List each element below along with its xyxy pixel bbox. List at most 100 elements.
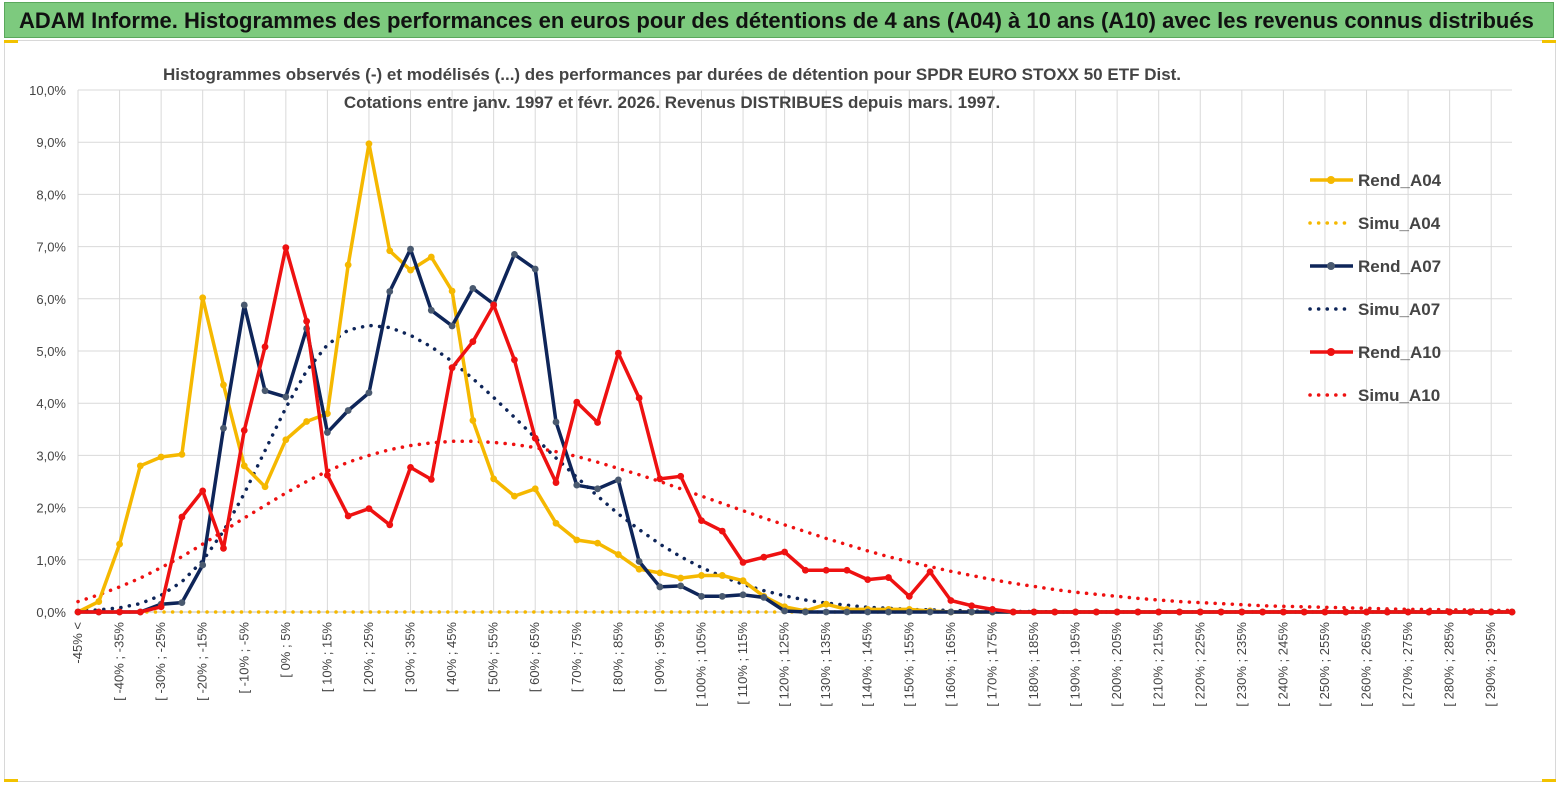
x-tick-label: [ 270% ; 275% bbox=[1400, 622, 1415, 707]
y-tick-label: 4,0% bbox=[36, 396, 66, 411]
x-tick-label: [ 140% ; 145% bbox=[860, 622, 875, 707]
point-rend-a10 bbox=[303, 317, 311, 325]
point-rend-a10 bbox=[1404, 608, 1412, 616]
point-rend-a10 bbox=[469, 338, 477, 346]
point-rend-a04 bbox=[282, 436, 290, 444]
point-rend-a07 bbox=[594, 485, 601, 493]
point-rend-a07 bbox=[760, 593, 768, 601]
point-rend-a10 bbox=[1092, 608, 1100, 616]
point-rend-a10 bbox=[282, 244, 290, 252]
point-rend-a07 bbox=[968, 608, 976, 616]
corner-accent-bottom-right bbox=[1542, 779, 1556, 782]
corner-accent-top-right bbox=[1542, 40, 1556, 43]
point-rend-a10 bbox=[739, 559, 747, 566]
point-rend-a07 bbox=[323, 429, 331, 436]
point-rend-a07 bbox=[698, 592, 705, 600]
x-tick-label: [ 120% ; 125% bbox=[777, 622, 792, 707]
y-tick-label: 1,0% bbox=[36, 553, 66, 568]
point-rend-a10 bbox=[448, 364, 456, 372]
corner-accent-top-left bbox=[4, 40, 18, 43]
point-rend-a04 bbox=[531, 485, 539, 493]
chart-subtitle: Cotations entre janv. 1997 et févr. 2026… bbox=[344, 93, 1000, 112]
chart-frame bbox=[4, 40, 1556, 782]
point-rend-a07 bbox=[511, 251, 518, 258]
legend-label-simu-a10: Simu_A10 bbox=[1358, 386, 1440, 405]
point-rend-a10 bbox=[822, 566, 830, 574]
point-rend-a10 bbox=[552, 479, 560, 486]
point-rend-a04 bbox=[614, 551, 622, 558]
x-tick-label: [ 170% ; 175% bbox=[984, 622, 999, 707]
point-rend-a07 bbox=[781, 607, 789, 615]
legend-marker-rend-a10 bbox=[1327, 348, 1335, 356]
x-tick-label: [ 30% ; 35% bbox=[403, 622, 418, 693]
y-tick-label: 2,0% bbox=[36, 501, 66, 516]
point-rend-a10 bbox=[614, 349, 622, 357]
point-rend-a07 bbox=[822, 608, 830, 616]
y-tick-label: 9,0% bbox=[36, 135, 66, 150]
point-rend-a04 bbox=[635, 565, 643, 573]
point-rend-a10 bbox=[864, 576, 872, 584]
point-rend-a10 bbox=[989, 605, 996, 613]
point-rend-a10 bbox=[407, 464, 414, 471]
point-rend-a10 bbox=[323, 471, 331, 479]
point-rend-a07 bbox=[656, 583, 664, 591]
point-rend-a07 bbox=[573, 481, 581, 489]
y-tick-label: 7,0% bbox=[36, 240, 66, 255]
point-rend-a07 bbox=[552, 418, 560, 426]
point-rend-a07 bbox=[220, 424, 227, 432]
point-rend-a04 bbox=[178, 450, 186, 458]
y-tick-label: 0,0% bbox=[36, 605, 66, 620]
point-rend-a04 bbox=[157, 453, 165, 461]
point-rend-a10 bbox=[1113, 608, 1121, 616]
point-rend-a07 bbox=[885, 608, 892, 616]
point-rend-a07 bbox=[677, 582, 685, 590]
point-rend-a10 bbox=[905, 592, 913, 600]
point-rend-a04 bbox=[448, 287, 456, 295]
legend-marker-rend-a04 bbox=[1327, 176, 1335, 184]
x-tick-label: [ 160% ; 165% bbox=[943, 622, 958, 707]
x-tick-label: [ 40% ; 45% bbox=[444, 622, 459, 693]
point-rend-a10 bbox=[1446, 608, 1454, 616]
point-rend-a04 bbox=[469, 417, 477, 424]
point-rend-a10 bbox=[1508, 608, 1516, 616]
point-rend-a10 bbox=[885, 574, 892, 581]
point-rend-a04 bbox=[698, 572, 705, 579]
point-rend-a10 bbox=[1363, 608, 1370, 616]
legend-label-simu-a04: Simu_A04 bbox=[1358, 214, 1441, 233]
point-rend-a10 bbox=[1425, 608, 1433, 616]
point-rend-a10 bbox=[677, 472, 685, 480]
point-rend-a10 bbox=[760, 553, 768, 561]
point-rend-a04 bbox=[95, 598, 103, 605]
y-tick-label: 3,0% bbox=[36, 448, 66, 463]
point-rend-a07 bbox=[801, 608, 809, 616]
point-rend-a04 bbox=[240, 462, 248, 470]
point-rend-a10 bbox=[968, 602, 976, 610]
point-rend-a10 bbox=[74, 608, 82, 616]
point-rend-a10 bbox=[116, 608, 123, 616]
point-rend-a10 bbox=[1300, 608, 1308, 616]
point-rend-a10 bbox=[427, 476, 435, 483]
point-rend-a04 bbox=[136, 462, 144, 470]
legend-label-rend-a04: Rend_A04 bbox=[1358, 171, 1442, 190]
corner-accent-bottom-left bbox=[4, 779, 18, 782]
x-tick-label: [ -10% ; -5% bbox=[236, 622, 251, 694]
y-tick-label: 6,0% bbox=[36, 292, 66, 307]
point-rend-a04 bbox=[261, 483, 269, 491]
point-rend-a10 bbox=[220, 544, 227, 552]
legend-marker-rend-a07 bbox=[1327, 262, 1335, 270]
point-rend-a07 bbox=[469, 284, 477, 292]
point-rend-a07 bbox=[718, 592, 726, 600]
point-rend-a04 bbox=[386, 247, 394, 255]
x-tick-label: [ 150% ; 155% bbox=[901, 622, 916, 707]
x-tick-label: [ 110% ; 115% bbox=[735, 622, 750, 705]
grid-layer bbox=[77, 89, 1512, 613]
x-tick-label: [ 60% ; 65% bbox=[527, 622, 542, 693]
legend: Rend_A04 Simu_A04 Rend_A07 Simu_A07 Rend_A10… bbox=[1308, 171, 1442, 405]
point-rend-a04 bbox=[407, 266, 414, 274]
point-rend-a10 bbox=[1009, 608, 1017, 616]
point-rend-a04 bbox=[552, 519, 560, 527]
point-rend-a10 bbox=[635, 394, 643, 402]
x-tick-label: [ 100% ; 105% bbox=[693, 622, 708, 707]
point-rend-a10 bbox=[344, 512, 352, 520]
point-rend-a07 bbox=[905, 608, 913, 616]
